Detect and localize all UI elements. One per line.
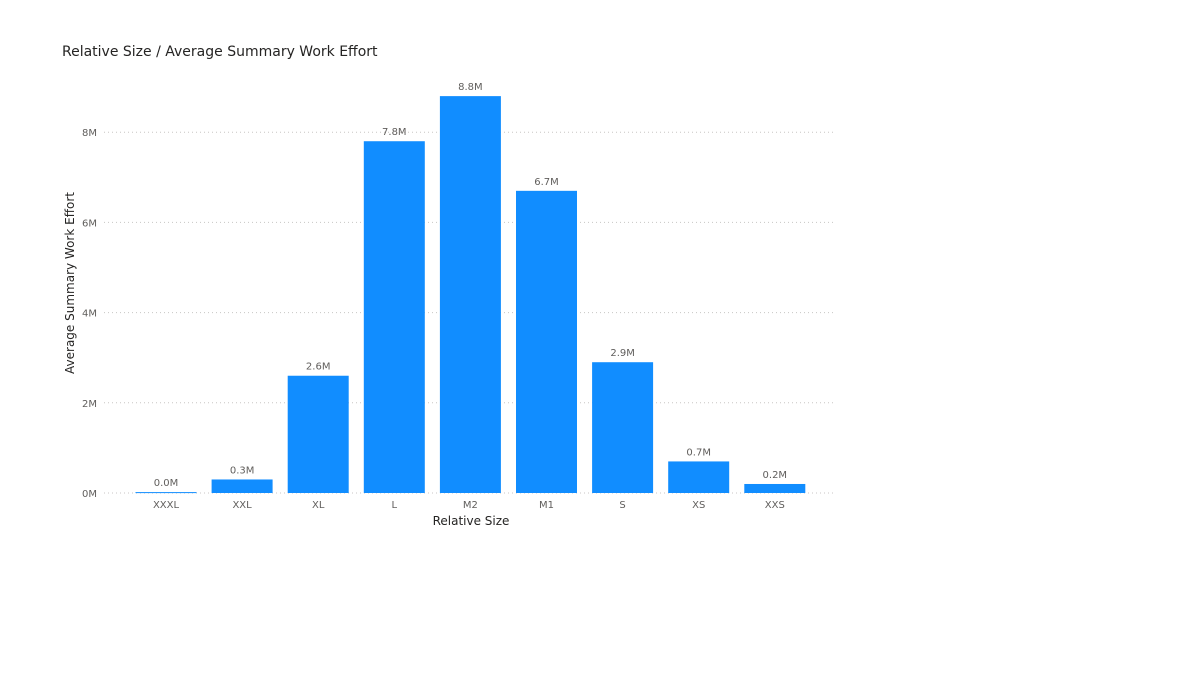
bar-m1[interactable] (516, 190, 577, 493)
y-tick-label: 0M (82, 489, 97, 500)
data-label: 2.9M (610, 348, 635, 359)
y-axis-ticks: 0M 2M 4M 6M 8M (82, 128, 97, 500)
data-label: 2.6M (306, 362, 331, 373)
bar-xxs[interactable] (744, 483, 806, 493)
bar-m2[interactable] (439, 96, 501, 494)
x-tick-label: XS (692, 500, 705, 511)
x-tick-label: XXXL (153, 500, 180, 511)
data-labels: 0.0M 0.3M 2.6M 7.8M 8.8M 6.7M 2.9M 0.7M 0.2M (154, 82, 787, 489)
data-label: 0.0M (154, 478, 179, 489)
x-tick-label: XXS (765, 500, 785, 511)
data-label: 7.8M (382, 127, 407, 138)
data-label: 0.7M (686, 447, 711, 458)
x-tick-label: S (619, 500, 625, 511)
x-axis-title: Relative Size (433, 514, 510, 528)
y-tick-label: 4M (82, 309, 97, 320)
y-tick-label: 2M (82, 399, 97, 410)
data-label: 6.7M (534, 177, 559, 188)
x-tick-label: M2 (463, 500, 478, 511)
x-tick-label: XXL (232, 500, 252, 511)
x-tick-label: L (392, 500, 398, 511)
y-axis-title: Average Summary Work Effort (63, 192, 77, 374)
y-tick-label: 8M (82, 128, 97, 139)
bar-xxxl[interactable] (135, 492, 197, 494)
bar-l[interactable] (363, 141, 425, 493)
bar-xl[interactable] (287, 375, 349, 493)
x-axis-ticks: XXXL XXL XL L M2 M1 S XS XXS (153, 500, 785, 511)
x-tick-label: M1 (539, 500, 554, 511)
bars (135, 96, 806, 494)
bar-xs[interactable] (668, 461, 730, 493)
bar-xxl[interactable] (211, 479, 273, 493)
data-label: 8.8M (458, 82, 483, 93)
x-tick-label: XL (312, 500, 325, 511)
data-label: 0.2M (763, 470, 788, 481)
y-tick-label: 6M (82, 218, 97, 229)
data-label: 0.3M (230, 465, 255, 476)
bar-s[interactable] (592, 362, 654, 493)
chart-title: Relative Size / Average Summary Work Eff… (62, 44, 378, 60)
